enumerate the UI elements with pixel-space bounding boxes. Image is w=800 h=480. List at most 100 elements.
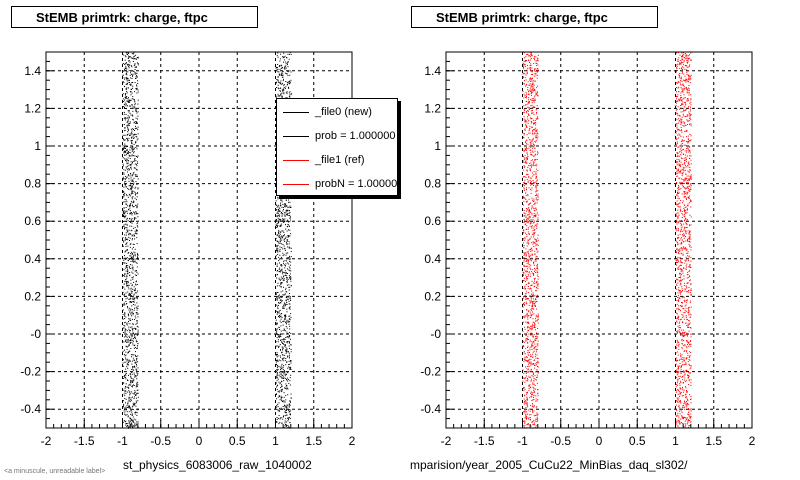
data-point <box>527 347 528 348</box>
data-point <box>125 199 127 201</box>
data-point <box>276 277 278 279</box>
data-point <box>526 405 528 406</box>
data-point <box>527 336 529 338</box>
data-point <box>530 316 532 318</box>
data-point <box>530 147 532 149</box>
data-point <box>689 140 691 142</box>
data-point <box>687 162 689 164</box>
data-point <box>134 354 136 356</box>
data-point <box>286 210 288 212</box>
data-point <box>277 417 279 419</box>
data-point <box>135 361 137 363</box>
data-point <box>135 355 136 357</box>
data-point <box>288 419 289 421</box>
data-point <box>125 56 127 58</box>
data-point <box>284 238 286 240</box>
data-point <box>530 93 532 95</box>
data-point <box>685 158 687 160</box>
data-point <box>524 359 526 361</box>
data-point <box>131 188 133 189</box>
data-point <box>130 423 132 425</box>
data-point <box>276 285 278 287</box>
data-point <box>278 215 280 217</box>
data-point <box>535 371 537 373</box>
data-point <box>123 283 125 285</box>
data-point <box>134 337 135 339</box>
data-point <box>677 373 679 375</box>
data-point <box>286 304 288 305</box>
data-point <box>529 78 531 80</box>
data-point <box>530 121 532 122</box>
data-point <box>531 54 532 56</box>
data-point <box>277 365 279 367</box>
data-point <box>135 375 137 377</box>
data-point <box>528 220 530 221</box>
data-point <box>527 194 529 196</box>
legend-label: probN = 1.000000 <box>315 178 398 190</box>
data-point <box>530 122 532 124</box>
data-point <box>136 85 138 87</box>
left-x-axis-label: st_physics_6083006_raw_1040002 <box>123 458 312 472</box>
data-point <box>524 108 526 110</box>
data-point <box>523 65 525 67</box>
data-point <box>126 257 128 259</box>
data-point <box>686 88 688 90</box>
data-point <box>282 320 284 322</box>
data-point <box>288 345 290 347</box>
data-point <box>524 356 526 358</box>
data-point <box>679 284 681 286</box>
data-point <box>288 286 290 288</box>
data-point <box>278 271 280 273</box>
data-point <box>275 296 277 297</box>
data-point <box>136 148 138 150</box>
data-point <box>286 424 287 426</box>
data-point <box>534 119 536 121</box>
data-point <box>689 264 691 266</box>
data-point <box>528 418 530 420</box>
data-point <box>679 375 681 377</box>
data-point <box>122 303 124 305</box>
data-point <box>124 130 126 132</box>
data-point <box>132 115 134 117</box>
data-point <box>275 345 277 347</box>
data-point <box>680 169 682 171</box>
data-point <box>137 83 139 84</box>
data-point <box>133 148 135 150</box>
data-point <box>681 120 683 122</box>
data-point <box>132 419 134 421</box>
data-point <box>689 214 691 216</box>
data-point <box>536 376 537 378</box>
data-point <box>128 405 129 407</box>
data-point <box>283 85 285 87</box>
data-point <box>523 83 525 85</box>
data-point <box>676 164 678 166</box>
data-point <box>127 138 128 140</box>
data-point <box>676 155 678 157</box>
data-point <box>531 71 533 73</box>
data-point <box>688 256 690 258</box>
data-point <box>137 259 139 261</box>
data-point <box>537 67 539 69</box>
data-point <box>532 321 534 323</box>
data-point <box>536 153 538 155</box>
data-point <box>289 270 291 272</box>
data-point <box>531 375 533 377</box>
data-point <box>536 195 538 196</box>
data-point <box>125 184 127 186</box>
data-point <box>125 281 127 283</box>
data-point <box>131 148 133 150</box>
data-point <box>135 142 137 143</box>
data-point <box>526 111 528 112</box>
data-point <box>127 100 129 102</box>
data-point <box>276 274 278 276</box>
data-point <box>532 306 533 307</box>
data-point <box>127 196 129 198</box>
data-point <box>122 163 124 165</box>
data-point <box>133 177 135 179</box>
data-point <box>283 239 285 241</box>
data-point <box>133 254 135 256</box>
data-point <box>525 94 527 96</box>
data-point <box>283 416 284 418</box>
data-point <box>277 311 278 313</box>
data-point <box>527 143 529 145</box>
